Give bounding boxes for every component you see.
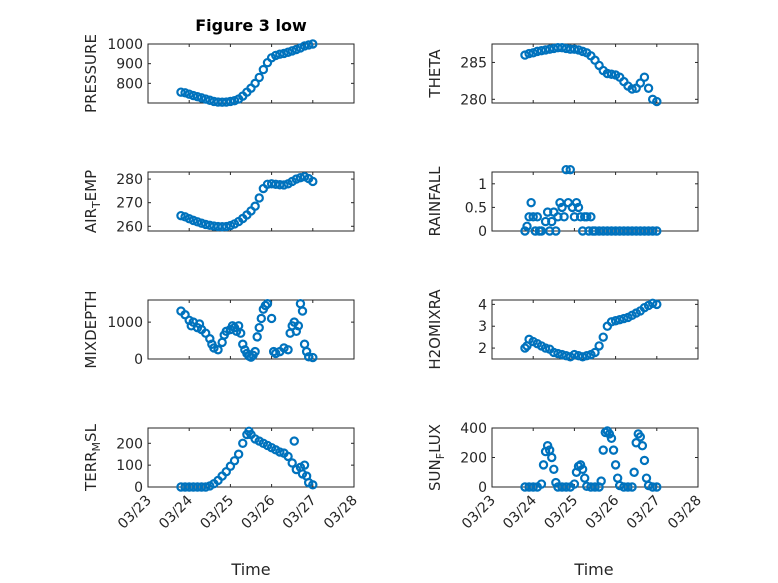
y-tick-label: 4 [478, 297, 487, 313]
x-tick-label: 03/24 [156, 492, 196, 532]
x-tick-label: 03/23 [459, 493, 499, 533]
x-tick-label: 03/27 [624, 493, 664, 533]
x-axis-label-left: Time [230, 560, 270, 579]
y-tick-label: 0 [478, 224, 487, 240]
y-tick-label: 280 [460, 92, 487, 108]
y-tick-label: 1 [478, 177, 487, 193]
x-tick-label: 03/25 [541, 493, 581, 533]
y-tick-label: 900 [116, 57, 143, 73]
panel-mixdepth: 0 1000 MIXDEPTH [82, 290, 354, 368]
panel-theta: 280 285 THETA [426, 44, 698, 108]
y-tick-label: 260 [116, 219, 143, 235]
figure-canvas: Figure 3 low Time Time 800 900 1000 PRESSUR… [0, 0, 778, 583]
x-tick-label: 03/27 [280, 493, 320, 533]
y-axis-label: H2OMIXRA [426, 289, 444, 370]
y-axis-label: SUNFLUX [426, 424, 447, 491]
y-tick-label: 1000 [107, 37, 143, 53]
y-tick-label: 280 [116, 172, 143, 188]
y-axis-label: RAINFALL [426, 166, 444, 237]
y-axis-label: PRESSURE [82, 34, 100, 113]
panel-pressure: 800 900 1000 PRESSURE [82, 34, 354, 113]
y-tick-label: 100 [116, 458, 143, 474]
y-tick-label: 0.5 [465, 200, 487, 216]
y-tick-label: 200 [116, 436, 143, 452]
y-tick-label: 200 [460, 451, 487, 467]
x-tick-label: 03/28 [665, 493, 705, 533]
panel-h2omixra: 2 3 4 H2OMIXRA [426, 289, 698, 370]
panel-rainfall: 0 0.5 1 RAINFALL [426, 166, 698, 240]
panel-sun_flux: 03/23 03/24 03/25 03/26 03/27 03/28 0 200 400 SUN… [426, 421, 705, 532]
x-tick-label: 03/26 [583, 492, 623, 532]
y-tick-label: 1000 [107, 315, 143, 331]
x-tick-label: 03/24 [500, 492, 540, 532]
y-tick-label: 285 [460, 55, 487, 71]
y-tick-label: 270 [116, 196, 143, 212]
axes-box [148, 172, 354, 231]
figure-svg: Figure 3 low Time Time 8009001000PRESSUR… [0, 0, 778, 583]
y-tick-label: 3 [478, 319, 487, 335]
x-tick-label: 03/25 [197, 493, 237, 533]
panel-terr_msl: 03/23 03/24 03/25 03/26 03/27 03/28 0 100 200 TER… [82, 423, 361, 532]
y-axis-label: THETA [426, 49, 444, 99]
y-tick-label: 0 [134, 352, 143, 368]
y-tick-label: 400 [460, 421, 487, 437]
x-tick-label: 03/28 [321, 493, 361, 533]
x-tick-label: 03/26 [239, 492, 279, 532]
x-axis-label-right: Time [573, 560, 613, 579]
y-axis-label: MIXDEPTH [82, 290, 100, 368]
figure-title: Figure 3 low [195, 16, 307, 35]
axes-box [492, 428, 698, 487]
y-tick-label: 0 [134, 480, 143, 496]
y-tick-label: 800 [116, 76, 143, 92]
panel-air_temp: 260 270 280 AIRTEMP [82, 170, 354, 235]
axes-box [492, 172, 698, 231]
y-tick-label: 0 [478, 480, 487, 496]
y-axis-label: AIRTEMP [82, 170, 103, 233]
y-tick-label: 2 [478, 341, 487, 357]
y-axis-label: TERRMSL [82, 423, 103, 492]
x-tick-label: 03/23 [115, 493, 155, 533]
